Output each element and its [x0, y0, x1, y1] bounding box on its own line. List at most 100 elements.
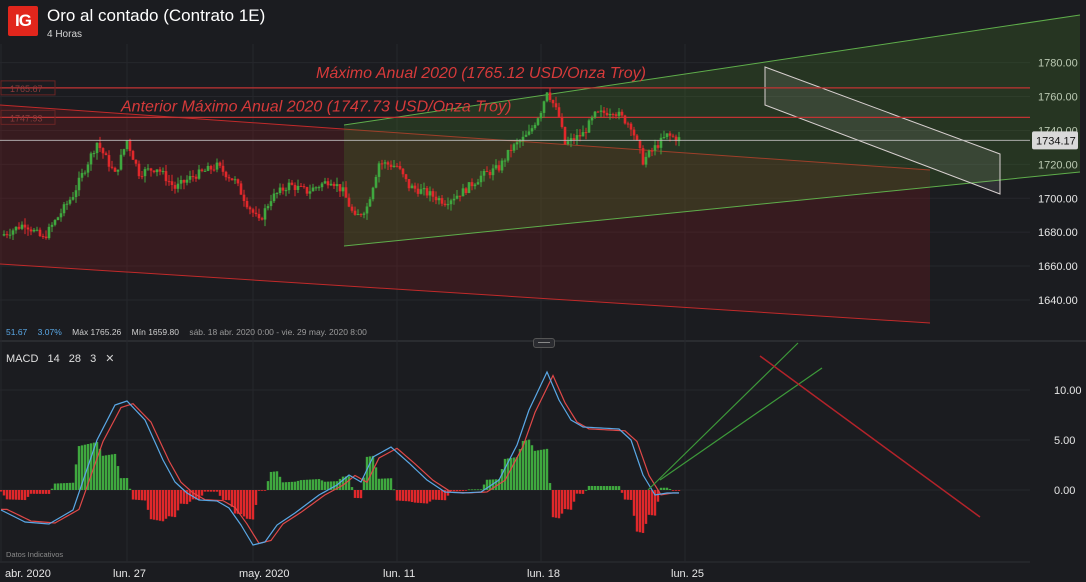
candle-body — [485, 170, 489, 172]
macd-histogram-bar — [167, 490, 171, 517]
macd-histogram-bar — [275, 471, 279, 490]
chart-header: IG Oro al contado (Contrato 1E) 4 Horas — [0, 0, 1030, 44]
candle-body — [446, 204, 450, 206]
macd-histogram-bar — [587, 485, 591, 490]
macd-histogram-bar — [572, 490, 576, 502]
candle-body — [659, 137, 663, 148]
macd-histogram-bar — [425, 490, 429, 504]
macd-histogram-bar — [581, 490, 585, 494]
candle-body — [338, 184, 342, 192]
macd-histogram-bar — [560, 490, 564, 514]
stat-min: Mín 1659.80 — [131, 327, 179, 337]
candle-body — [494, 165, 498, 169]
candle-body — [386, 162, 390, 165]
candle-body — [344, 187, 348, 198]
macd-histogram-bar — [476, 489, 480, 491]
macd-histogram-bar — [428, 490, 432, 502]
macd-histogram-bar — [536, 450, 540, 490]
candle-body — [437, 198, 441, 201]
macd-histogram-bar — [161, 490, 165, 522]
candle-body — [527, 131, 531, 135]
macd-histogram-bar — [563, 490, 567, 509]
macd-histogram-bar — [482, 484, 486, 490]
macd-histogram-bar — [140, 490, 144, 501]
candle-body — [374, 176, 378, 188]
candle-body — [539, 112, 543, 119]
stat-change-pct: 3.07% — [37, 327, 62, 337]
candle-body — [275, 193, 279, 195]
candle-body — [80, 173, 84, 178]
macd-histogram-bar — [629, 490, 633, 500]
pullback-channel — [764, 66, 1001, 195]
candle-body — [179, 179, 183, 184]
macd-histogram-bar — [122, 478, 126, 490]
macd-histogram-bar — [137, 490, 141, 501]
bull-channel-lower-line — [343, 171, 1081, 247]
macd-histogram-bar — [74, 464, 78, 490]
candle-body — [602, 110, 606, 113]
bear-channel-upper-line — [0, 104, 931, 171]
macd-uptrend-line — [659, 367, 823, 481]
indicative-data-note: Datos Indicativos — [6, 550, 64, 559]
candle-body — [161, 171, 165, 173]
candle-body — [662, 137, 666, 139]
candle-body — [320, 183, 324, 188]
candle-body — [632, 129, 636, 136]
macd-histogram-bar — [203, 490, 207, 492]
bull-channel-area — [344, 15, 1080, 246]
macd-close-icon[interactable]: ✕ — [105, 353, 115, 365]
macd-histogram-bar — [68, 482, 72, 490]
macd-histogram-bar — [101, 455, 105, 490]
candle-body — [23, 224, 27, 228]
macd-legend: MACD 14 28 3 ✕ — [6, 352, 120, 365]
macd-histogram-bar — [305, 479, 309, 490]
macd-histogram-bar — [14, 490, 18, 500]
macd-histogram-bar — [392, 489, 396, 491]
macd-histogram-bar — [641, 490, 645, 533]
macd-histogram-bar — [2, 490, 6, 496]
time-tick-label: lun. 25 — [671, 568, 704, 580]
pane-resize-handle[interactable] — [533, 338, 555, 348]
candle-body — [158, 169, 162, 172]
macd-histogram-bar — [98, 448, 102, 490]
candle-body — [236, 179, 240, 184]
candle-body — [101, 148, 105, 154]
candle-body — [104, 153, 108, 156]
macd-tick-label: 5.00 — [1054, 435, 1075, 447]
candle-body — [512, 144, 516, 151]
macd-histogram-bar — [152, 490, 156, 520]
timeframe-label[interactable]: 4 Horas — [47, 29, 83, 40]
current-price-label: 1734.17 — [1036, 135, 1076, 147]
candle-body — [515, 142, 519, 145]
macd-tick-label: 0.00 — [1054, 485, 1075, 497]
candle-body — [50, 224, 54, 227]
candle-body — [563, 126, 567, 145]
instrument-title[interactable]: Oro al contado (Contrato 1E) — [47, 6, 266, 25]
candle-body — [356, 214, 360, 216]
macd-histogram-bar — [401, 490, 405, 501]
macd-histogram-bar — [551, 490, 555, 518]
macd-histogram-bar — [416, 490, 420, 503]
candle-body — [239, 183, 243, 195]
candle-body — [413, 185, 417, 189]
macd-histogram-bar — [107, 454, 111, 490]
macd-histogram-bar — [446, 490, 450, 496]
candle-body — [254, 212, 258, 215]
macd-histogram-bar — [329, 481, 333, 490]
macd-param-slow: 28 — [68, 353, 82, 365]
macd-histogram-bar — [677, 490, 681, 491]
candle-body — [122, 149, 126, 155]
macd-histogram-bar — [131, 490, 135, 500]
bear-channel-lower-line — [0, 263, 931, 324]
macd-histogram-bar — [125, 478, 129, 490]
candle-body — [422, 188, 426, 190]
macd-histogram-bar — [491, 479, 495, 490]
candle-body — [44, 236, 48, 239]
macd-histogram-bar — [608, 486, 612, 490]
macd-histogram-bar — [470, 489, 474, 491]
macd-histogram-bar — [278, 476, 282, 490]
macd-histogram-bar — [578, 490, 582, 494]
candle-body — [326, 181, 330, 186]
current-price-box — [1032, 131, 1078, 150]
